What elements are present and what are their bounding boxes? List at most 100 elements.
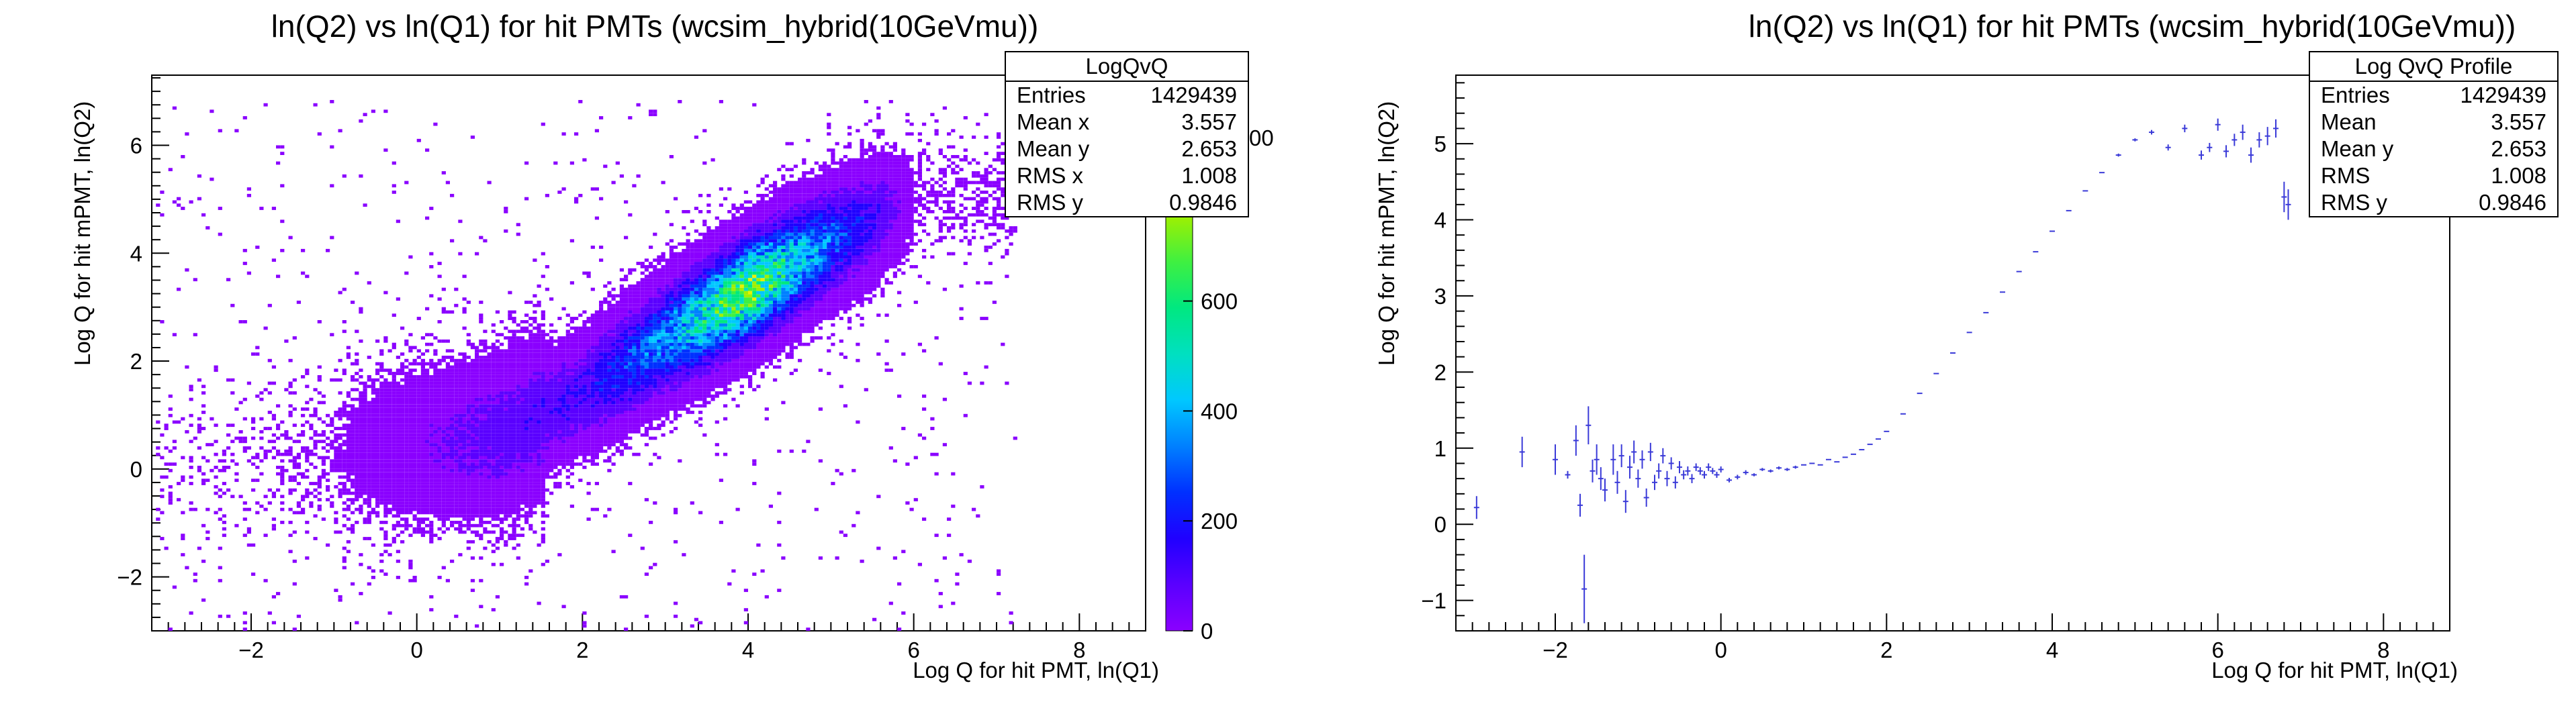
heatmap-cell xyxy=(611,372,616,375)
heatmap-cell xyxy=(504,358,508,362)
heatmap-cell xyxy=(408,498,413,501)
heatmap-cell xyxy=(433,495,438,499)
heatmap-cell xyxy=(429,530,434,534)
heatmap-cell xyxy=(541,540,545,544)
heatmap-cell xyxy=(649,566,653,570)
heatmap-cell xyxy=(615,368,620,372)
heatmap-cell xyxy=(164,462,169,466)
heatmap-cell xyxy=(528,385,533,389)
heatmap-cell xyxy=(305,475,310,479)
heatmap-cell xyxy=(479,391,484,395)
heatmap-cell xyxy=(441,478,446,483)
heatmap-cell xyxy=(495,411,500,414)
heatmap-cell xyxy=(483,420,488,424)
heatmap-cell xyxy=(528,333,533,337)
heatmap-cell xyxy=(429,252,434,256)
heatmap-cell xyxy=(375,339,380,343)
heatmap-cell xyxy=(433,423,438,427)
heatmap-cell xyxy=(458,485,463,489)
heatmap-cell xyxy=(537,413,541,417)
heatmap-cell xyxy=(172,462,177,466)
heatmap-cell xyxy=(383,521,388,524)
heatmap-cell xyxy=(466,417,471,421)
heatmap-cell xyxy=(665,294,670,298)
heatmap-cell xyxy=(445,475,450,479)
heatmap-cell xyxy=(359,433,363,437)
heatmap-cell xyxy=(326,543,330,547)
heatmap-cell xyxy=(607,423,612,427)
heatmap-cell xyxy=(483,401,488,405)
heatmap-cell xyxy=(201,598,206,602)
heatmap-cell xyxy=(292,423,297,427)
heatmap-cell xyxy=(288,488,293,492)
heatmap-cell xyxy=(367,566,371,570)
heatmap-cell xyxy=(445,578,450,583)
heatmap-cell xyxy=(441,427,446,430)
heatmap-cell xyxy=(387,436,392,440)
heatmap-cell xyxy=(508,491,512,495)
heatmap-cell xyxy=(479,449,484,453)
heatmap-cell xyxy=(500,443,504,446)
heatmap-cell xyxy=(338,475,342,479)
heatmap-cell xyxy=(450,193,455,197)
heatmap-cell xyxy=(533,462,537,466)
heatmap-cell xyxy=(383,468,388,472)
heatmap-cell xyxy=(504,401,508,405)
heatmap-cell xyxy=(545,440,549,444)
heatmap-cell xyxy=(557,388,562,392)
heatmap-cell xyxy=(661,362,665,366)
heatmap-cell xyxy=(437,459,442,463)
heatmap-cell xyxy=(528,372,533,375)
heatmap-cell xyxy=(624,236,629,240)
heatmap-cell xyxy=(392,537,396,540)
heatmap-cell xyxy=(404,449,409,453)
heatmap-cell xyxy=(603,413,608,417)
heatmap-cell xyxy=(611,294,616,298)
heatmap-cell xyxy=(533,459,537,463)
heatmap-cell xyxy=(292,627,297,631)
heatmap-cell xyxy=(528,381,533,385)
heatmap-cell xyxy=(466,378,471,382)
heatmap-cell xyxy=(288,550,293,554)
heatmap-cell xyxy=(379,498,384,501)
heatmap-cell xyxy=(586,436,591,440)
heatmap-cell xyxy=(649,339,653,343)
heatmap-cell xyxy=(400,452,405,456)
heatmap-cell xyxy=(491,436,496,440)
heatmap-cell xyxy=(396,504,400,508)
heatmap-cell xyxy=(338,459,342,463)
heatmap-cell xyxy=(483,530,488,534)
heatmap-cell xyxy=(657,352,661,356)
heatmap-cell xyxy=(342,485,347,489)
heatmap-cell xyxy=(359,397,363,401)
heatmap-cell xyxy=(475,433,479,437)
heatmap-cell xyxy=(561,391,566,395)
heatmap-cell xyxy=(242,534,247,538)
heatmap-cell xyxy=(611,352,616,356)
heatmap-cell xyxy=(495,478,500,483)
heatmap-cell xyxy=(470,452,475,456)
heatmap-cell xyxy=(375,417,380,421)
heatmap-cell xyxy=(561,443,566,446)
heatmap-cell xyxy=(541,368,545,372)
heatmap-cell xyxy=(466,394,471,398)
heatmap-cell xyxy=(640,420,645,424)
heatmap-cell xyxy=(632,401,637,405)
heatmap-cell xyxy=(351,456,355,460)
heatmap-cell xyxy=(665,375,670,379)
heatmap-cell xyxy=(222,534,226,538)
heatmap-cell xyxy=(201,411,206,414)
heatmap-cell xyxy=(392,191,396,194)
heatmap-cell xyxy=(545,436,549,440)
heatmap-cell xyxy=(379,391,384,395)
heatmap-cell xyxy=(454,433,459,437)
heatmap-cell xyxy=(387,507,392,511)
heatmap-cell xyxy=(420,491,425,495)
heatmap-cell xyxy=(553,436,558,440)
heatmap-cell xyxy=(475,252,479,256)
heatmap-cell xyxy=(475,388,479,392)
heatmap-cell xyxy=(619,297,624,301)
heatmap-cell xyxy=(475,478,479,483)
heatmap-cell xyxy=(334,456,338,460)
heatmap-cell xyxy=(557,401,562,405)
